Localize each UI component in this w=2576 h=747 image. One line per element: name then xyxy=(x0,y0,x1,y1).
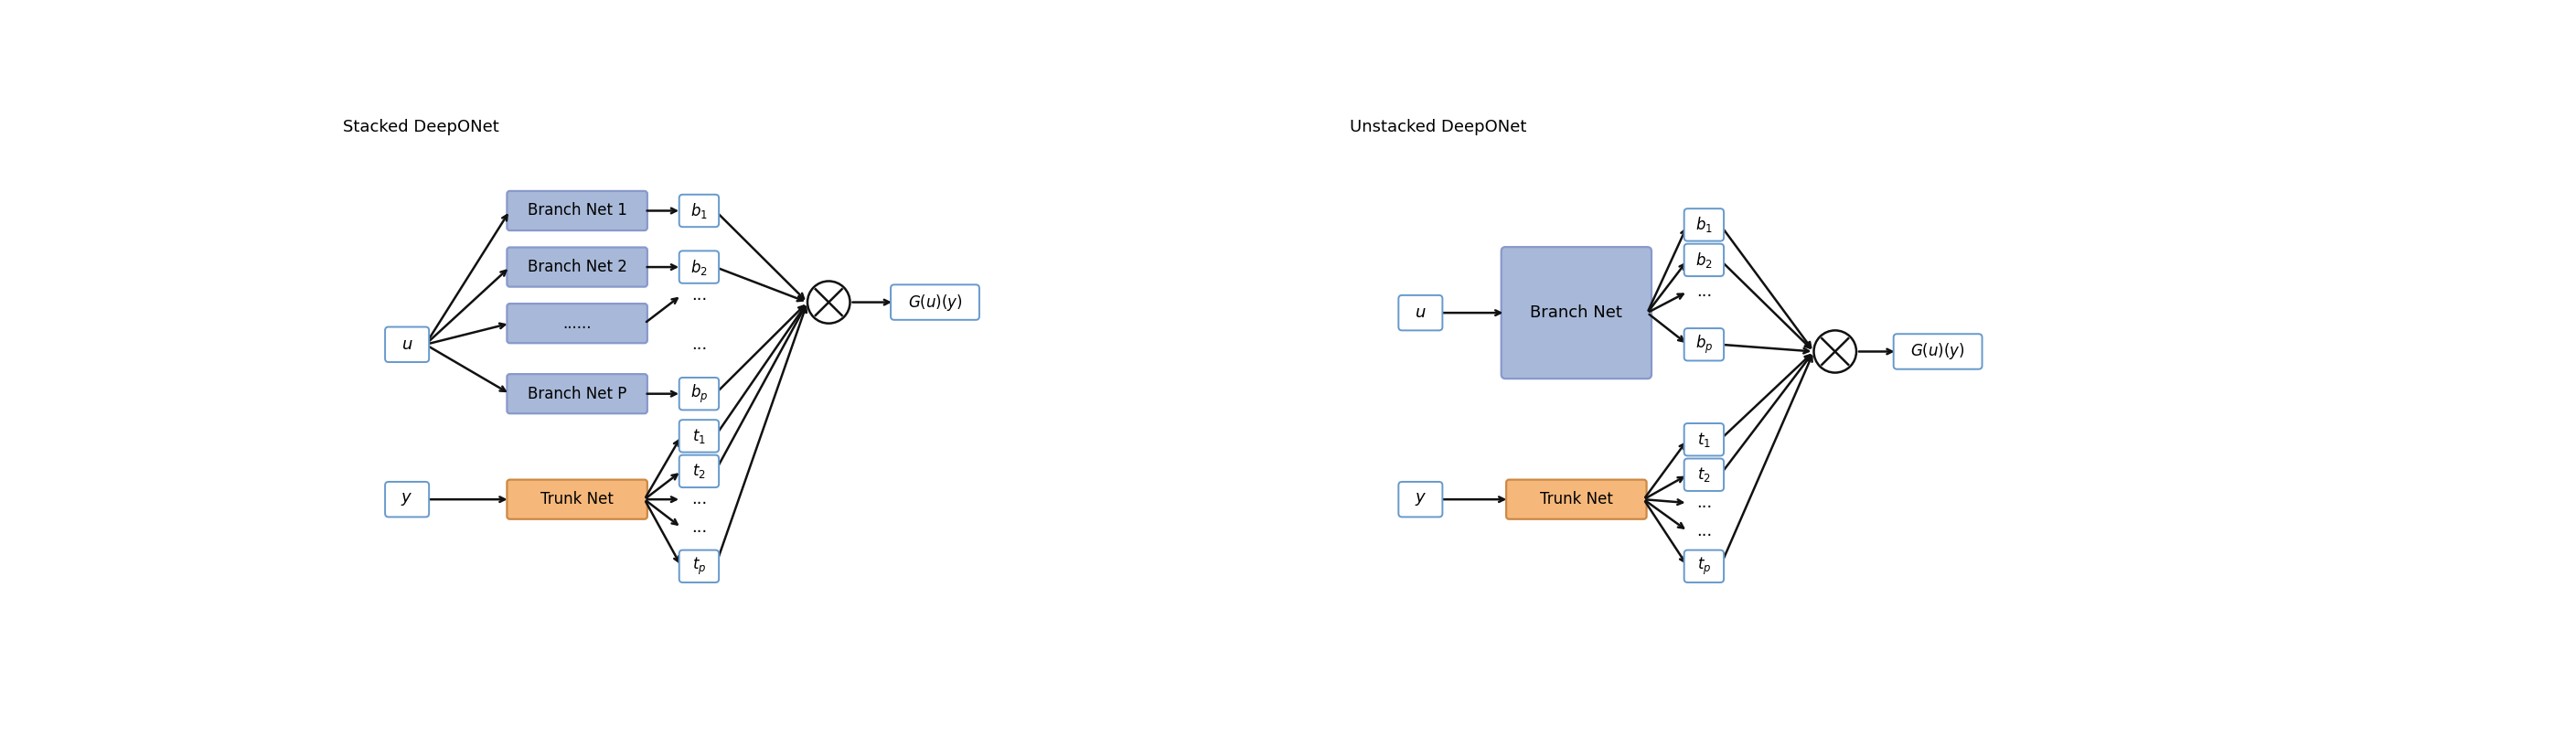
Text: ...: ... xyxy=(690,519,706,536)
Text: $t_p$: $t_p$ xyxy=(693,556,706,577)
Text: $t_2$: $t_2$ xyxy=(693,462,706,480)
FancyBboxPatch shape xyxy=(1399,295,1443,330)
Text: $t_p$: $t_p$ xyxy=(1698,556,1710,577)
Text: $G(u)(y)$: $G(u)(y)$ xyxy=(1911,341,1965,362)
FancyBboxPatch shape xyxy=(507,374,647,414)
FancyBboxPatch shape xyxy=(384,327,430,362)
FancyBboxPatch shape xyxy=(1502,247,1651,379)
Text: $t_1$: $t_1$ xyxy=(693,427,706,445)
Text: ...: ... xyxy=(690,287,706,303)
Text: $b_2$: $b_2$ xyxy=(1695,250,1713,270)
Text: Unstacked DeepONet: Unstacked DeepONet xyxy=(1350,120,1528,136)
FancyBboxPatch shape xyxy=(1507,480,1646,519)
Text: ...: ... xyxy=(1695,495,1713,511)
FancyBboxPatch shape xyxy=(384,482,430,517)
FancyBboxPatch shape xyxy=(1685,208,1723,241)
Text: $u$: $u$ xyxy=(1414,305,1427,321)
Text: $t_1$: $t_1$ xyxy=(1698,430,1710,449)
FancyBboxPatch shape xyxy=(1685,244,1723,276)
Text: ...: ... xyxy=(690,336,706,353)
Text: Branch Net 2: Branch Net 2 xyxy=(528,258,626,276)
FancyBboxPatch shape xyxy=(507,480,647,519)
FancyBboxPatch shape xyxy=(1685,328,1723,361)
FancyBboxPatch shape xyxy=(680,420,719,452)
FancyBboxPatch shape xyxy=(1685,459,1723,491)
Text: ...: ... xyxy=(1695,283,1713,300)
Text: $y$: $y$ xyxy=(1414,492,1427,508)
Text: Trunk Net: Trunk Net xyxy=(541,492,613,508)
FancyBboxPatch shape xyxy=(507,191,647,230)
Text: Stacked DeepONet: Stacked DeepONet xyxy=(343,120,500,136)
Text: ......: ...... xyxy=(562,315,592,332)
FancyBboxPatch shape xyxy=(1685,550,1723,583)
FancyBboxPatch shape xyxy=(680,251,719,283)
Text: $u$: $u$ xyxy=(402,336,412,353)
Text: ...: ... xyxy=(1695,523,1713,539)
Text: $b_1$: $b_1$ xyxy=(1695,215,1713,235)
Text: $b_1$: $b_1$ xyxy=(690,201,708,220)
FancyBboxPatch shape xyxy=(1685,424,1723,456)
Text: $b_2$: $b_2$ xyxy=(690,258,708,276)
Text: ...: ... xyxy=(690,492,706,508)
FancyBboxPatch shape xyxy=(507,304,647,343)
Text: $b_p$: $b_p$ xyxy=(1695,333,1713,356)
Text: $t_2$: $t_2$ xyxy=(1698,465,1710,484)
Text: $b_p$: $b_p$ xyxy=(690,382,708,405)
FancyBboxPatch shape xyxy=(507,247,647,287)
FancyBboxPatch shape xyxy=(891,285,979,320)
FancyBboxPatch shape xyxy=(1399,482,1443,517)
Text: Trunk Net: Trunk Net xyxy=(1540,492,1613,508)
FancyBboxPatch shape xyxy=(680,194,719,227)
FancyBboxPatch shape xyxy=(680,455,719,487)
FancyBboxPatch shape xyxy=(1893,334,1981,369)
Text: $G(u)(y)$: $G(u)(y)$ xyxy=(907,292,963,312)
Text: Branch Net: Branch Net xyxy=(1530,305,1623,321)
FancyBboxPatch shape xyxy=(680,377,719,410)
Text: Branch Net P: Branch Net P xyxy=(528,385,626,402)
FancyBboxPatch shape xyxy=(680,550,719,583)
Text: $y$: $y$ xyxy=(402,492,412,508)
Text: Branch Net 1: Branch Net 1 xyxy=(528,202,626,219)
